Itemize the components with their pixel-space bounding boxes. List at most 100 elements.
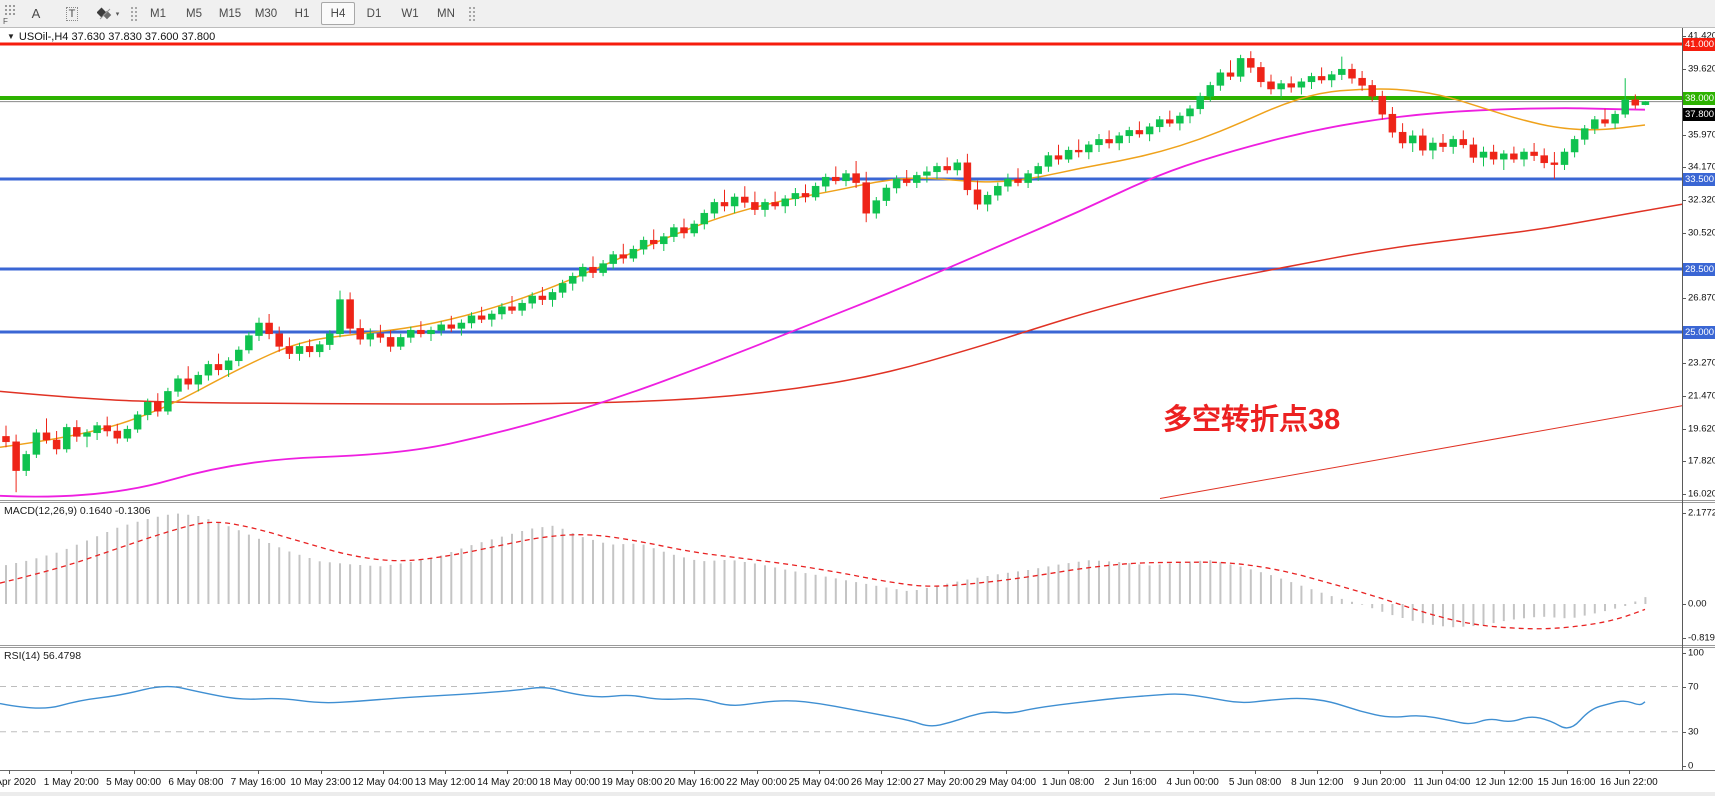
rsi-axis-tick — [1682, 731, 1686, 733]
time-axis-tick — [569, 770, 571, 774]
chevron-down-icon: ▾ — [115, 10, 120, 18]
time-axis-tick — [71, 770, 73, 774]
hline-price-badge: 25.000 — [1683, 325, 1715, 339]
time-axis-tick — [632, 770, 633, 774]
time-axis-tick — [133, 770, 135, 774]
time-axis-tick — [258, 770, 260, 774]
text-tool-icon: T — [65, 6, 79, 21]
rsi-axis-label: 100 — [1688, 647, 1704, 659]
hline-price-badge: 41.000 — [1683, 37, 1715, 51]
timeframe-button-h4[interactable]: H4 — [321, 2, 355, 25]
macd-axis-label: 0.00 — [1688, 598, 1707, 610]
axis-tick-label: 32.320 — [1688, 194, 1715, 206]
time-axis-tick — [1566, 770, 1568, 774]
text-tool-button[interactable]: T — [55, 2, 89, 25]
axis-tick — [1682, 363, 1686, 365]
macd-indicator-label: MACD(12,26,9) 0.1640 -0.1306 — [4, 505, 151, 517]
timeframe-button-m15[interactable]: M15 — [218, 7, 242, 20]
candles-group — [2, 51, 1650, 493]
rsi-axis-tick — [1682, 765, 1686, 767]
macd-axis-tick — [1682, 638, 1686, 640]
axis-tick — [1682, 461, 1686, 463]
time-axis-tick — [445, 770, 447, 774]
ma-line-red — [0, 203, 1682, 405]
chart-title: ▼ USOil-,H4 37.630 37.830 37.600 37.800 — [7, 31, 215, 43]
time-axis-tick — [818, 770, 820, 774]
axis-tick-label: 21.470 — [1688, 390, 1715, 401]
main-chart-canvas[interactable] — [0, 28, 1682, 500]
toolbar: F A T ▾ M1 M5 M15 M30 H1 H4 D1 W1 MN — [0, 0, 1715, 28]
axis-tick — [1682, 428, 1686, 430]
timeframe-button-m5[interactable]: M5 — [186, 7, 202, 20]
rsi-axis-label: 70 — [1688, 681, 1699, 692]
timeframe-button-mn[interactable]: MN — [437, 7, 455, 20]
axis-tick-label: 39.620 — [1688, 63, 1715, 75]
time-axis-label: 2 Jun 16:00 — [1104, 777, 1157, 788]
time-axis-label: 5 May 00:00 — [106, 777, 162, 788]
timeframe-button-h1[interactable]: H1 — [294, 7, 310, 20]
axis-tick — [1682, 134, 1686, 136]
time-axis-label: 22 May 00:00 — [726, 777, 787, 788]
macd-axis-tick — [1682, 513, 1686, 514]
window-bottom-edge — [0, 792, 1715, 796]
time-axis-label: 8 Jun 12:00 — [1291, 777, 1344, 788]
rsi-canvas[interactable] — [0, 648, 1682, 770]
macd-canvas[interactable] — [0, 503, 1682, 645]
time-axis-tick — [1005, 770, 1007, 774]
timeframe-button-w1[interactable]: W1 — [401, 7, 419, 20]
rsi-axis-tick — [1682, 652, 1686, 654]
axis-tick-label: 26.870 — [1688, 292, 1715, 304]
pane-separator-macd[interactable] — [0, 500, 1715, 503]
symbol-dropdown-icon[interactable]: ▼ — [7, 32, 15, 41]
time-axis-tick — [320, 770, 322, 774]
time-axis-label: 1 May 20:00 — [43, 777, 99, 788]
timeframe-button-d1[interactable]: D1 — [366, 7, 382, 20]
time-axis-label: 6 May 08:00 — [168, 777, 224, 788]
symbol-period-label: USOil-,H4 — [18, 31, 69, 43]
time-axis-tick — [1441, 770, 1443, 774]
grip-dots-icon — [4, 3, 17, 16]
ohlc-readout: 37.630 37.830 37.600 37.800 — [71, 31, 216, 43]
time-axis-tick — [694, 770, 696, 774]
time-axis-tick — [9, 770, 10, 774]
timeframe-button-m30[interactable]: M30 — [254, 7, 278, 20]
time-axis-label: 13 May 12:00 — [414, 777, 476, 788]
time-axis-tick — [1255, 770, 1256, 774]
time-axis-tick — [1379, 770, 1381, 774]
time-axis-tick — [1504, 770, 1506, 774]
time-axis-label: 25 May 04:00 — [788, 777, 850, 788]
axis-tick — [1682, 200, 1686, 202]
shapes-tool-icon — [96, 7, 111, 19]
time-axis-label: 5 Jun 08:00 — [1228, 777, 1282, 788]
time-axis-label: 11 Jun 04:00 — [1413, 777, 1471, 788]
hline-price-badge: 38.000 — [1683, 91, 1715, 105]
toolbar-grip[interactable] — [129, 4, 137, 23]
axis-tick — [1682, 493, 1686, 495]
time-axis-label: 9 Jun 20:00 — [1353, 777, 1406, 788]
rsi-axis-label: 30 — [1688, 726, 1699, 738]
time-axis-line — [0, 770, 1715, 771]
time-axis-tick — [1068, 770, 1070, 774]
macd-signal-line — [0, 521, 1646, 630]
label-tool-button[interactable]: A — [19, 2, 53, 25]
macd-axis-label: 2.1772 — [1688, 507, 1715, 519]
clipped-glyph: F — [3, 16, 8, 26]
time-axis-label: 16 Jun 22:00 — [1599, 777, 1658, 788]
hline-price-badge: 28.500 — [1683, 262, 1715, 276]
axis-tick — [1682, 232, 1686, 234]
time-axis-label: 1 Jun 08:00 — [1041, 777, 1095, 788]
pane-separator-rsi[interactable] — [0, 645, 1715, 648]
shapes-tool-button[interactable]: ▾ — [91, 2, 125, 25]
clipped-toolbar-icon[interactable]: F — [2, 2, 18, 26]
time-axis-tick — [1317, 770, 1319, 774]
time-axis-label: 29 May 04:00 — [975, 777, 1037, 788]
time-axis-tick — [943, 770, 945, 774]
timeframe-button-m1[interactable]: M1 — [150, 7, 166, 20]
axis-tick-label: 16.020 — [1688, 488, 1715, 500]
time-axis-tick — [382, 770, 384, 774]
rsi-indicator-label: RSI(14) 56.4798 — [4, 650, 82, 662]
axis-tick — [1682, 395, 1686, 397]
toolbar-grip-end[interactable] — [467, 4, 475, 23]
time-axis-label: 15 Jun 16:00 — [1537, 777, 1596, 788]
